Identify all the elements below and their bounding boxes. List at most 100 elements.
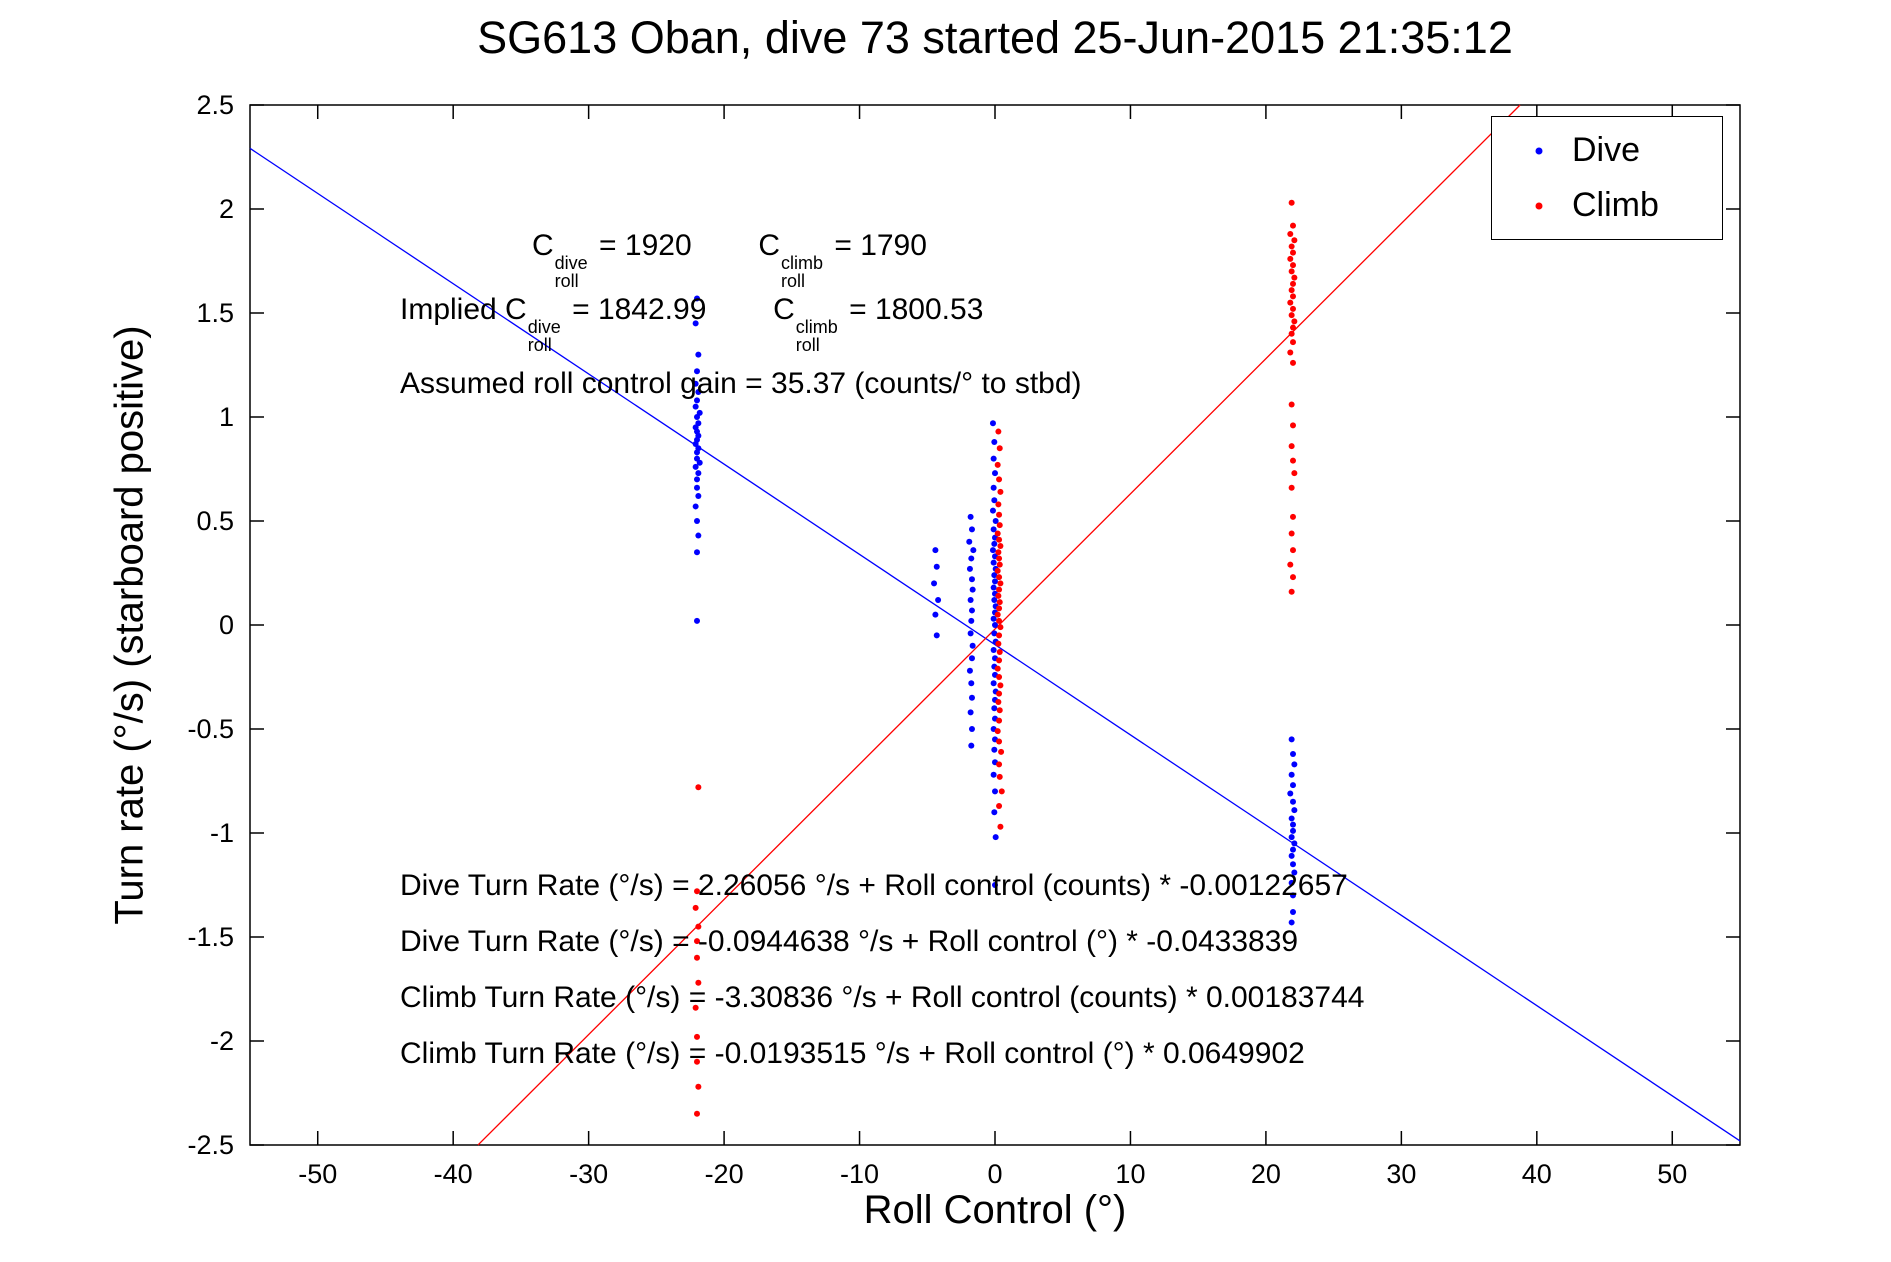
data-point-climb (694, 1110, 700, 1117)
annotation-text: = 1800.53 (840, 293, 984, 326)
data-point-climb (997, 542, 1004, 549)
annotation-text: Assumed roll control gain = 35.37 (count… (400, 367, 1082, 400)
data-point-climb (1288, 243, 1295, 250)
data-point-dive (695, 532, 702, 539)
data-point-climb (995, 501, 1002, 508)
data-point-dive (991, 705, 998, 712)
data-point-dive (968, 742, 975, 749)
sub-sup-stack: climb roll (780, 253, 823, 292)
data-point-climb (997, 682, 1004, 689)
data-point-climb (1290, 513, 1296, 520)
data-point-dive (1290, 827, 1296, 834)
data-point-dive (989, 547, 996, 554)
data-point-dive (968, 655, 975, 662)
data-point-climb (692, 904, 699, 911)
x-tick-label: 20 (1251, 1159, 1281, 1189)
data-point-dive (968, 617, 975, 624)
annotation-text: = 1790 (826, 229, 927, 262)
legend-entry-dive: Dive (1492, 131, 1722, 170)
y-tick-label: -1 (210, 818, 234, 848)
data-point-dive (1291, 869, 1298, 876)
y-tick-label: -1.5 (187, 922, 234, 952)
data-point-climb (996, 574, 1003, 581)
data-point-climb (997, 624, 1004, 631)
data-point-climb (1288, 330, 1295, 337)
x-axis-label: Roll Control (°) (863, 1188, 1127, 1232)
sub-sup-stack: climb roll (795, 317, 838, 356)
dive-fit-line (249, 147, 1741, 1142)
data-point-dive (1288, 815, 1295, 822)
data-point-climb (1287, 255, 1294, 262)
y-tick-label: 0.5 (196, 506, 234, 536)
data-point-climb (996, 738, 1003, 745)
data-point-climb (695, 784, 702, 791)
data-point-dive (968, 694, 975, 701)
data-point-dive (692, 320, 699, 327)
data-point-dive (992, 788, 998, 795)
data-point-climb (996, 690, 1003, 697)
y-tick-label: 1.5 (196, 298, 234, 328)
data-point-dive (990, 771, 997, 778)
data-point-climb (692, 1004, 699, 1011)
data-point-climb (1288, 199, 1295, 206)
data-point-climb (1288, 484, 1295, 491)
data-point-climb (694, 1033, 700, 1040)
data-point-climb (996, 555, 1003, 562)
annotation-text: Dive Turn Rate (°/s) = 2.26056 °/s + Rol… (400, 869, 1348, 902)
data-point-climb (996, 536, 1003, 543)
data-point-dive (968, 555, 975, 562)
data-point-dive (991, 630, 998, 637)
data-point-dive (992, 518, 999, 524)
y-tick-label: -0.5 (187, 714, 234, 744)
data-point-climb (996, 599, 1003, 606)
data-point-dive (990, 646, 997, 653)
data-point-dive (692, 503, 699, 510)
data-point-climb (1290, 422, 1296, 429)
data-point-climb (1287, 561, 1294, 568)
data-point-climb (995, 592, 1002, 599)
data-point-dive (1288, 834, 1295, 841)
data-point-dive (694, 368, 700, 375)
data-point-dive (990, 615, 997, 622)
annotation-text: Climb Turn Rate (°/s) = -3.30836 °/s + R… (400, 981, 1365, 1014)
legend: Dive Climb (1491, 116, 1723, 240)
data-point-climb (1288, 312, 1295, 319)
x-tick-label: -30 (569, 1159, 608, 1189)
data-point-climb (1288, 268, 1295, 275)
data-point-climb (994, 567, 1001, 574)
data-point-dive (694, 617, 700, 624)
data-point-dive (694, 414, 700, 420)
data-point-dive (990, 526, 997, 533)
data-point-climb (996, 802, 1003, 809)
data-point-dive (1290, 782, 1296, 789)
roll-gain-annotation: Assumed roll control gain = 35.37 (count… (400, 366, 1082, 402)
data-point-dive (1291, 761, 1298, 768)
data-point-climb (998, 788, 1005, 795)
data-point-climb (694, 938, 700, 945)
data-point-dive (990, 484, 997, 491)
data-point-dive (966, 667, 973, 674)
data-point-dive (991, 572, 998, 579)
data-point-climb (996, 773, 1003, 780)
data-point-climb (1290, 359, 1296, 366)
data-point-dive (695, 351, 702, 358)
data-point-dive (968, 680, 975, 687)
data-point-climb (1291, 237, 1298, 244)
data-point-dive (1290, 892, 1296, 899)
x-tick-label: -40 (434, 1159, 473, 1189)
data-point-climb (1291, 274, 1298, 281)
data-point-climb (996, 605, 1003, 612)
dive-turn-rate-degrees-equation: Dive Turn Rate (°/s) = -0.0944638 °/s + … (400, 924, 1298, 960)
data-point-dive (967, 513, 974, 520)
data-point-dive (991, 540, 998, 547)
data-point-dive (967, 709, 974, 716)
data-point-dive (991, 597, 998, 604)
data-point-dive (1288, 852, 1295, 859)
data-point-climb (694, 954, 700, 961)
data-point-climb (997, 488, 1004, 495)
data-point-dive (992, 882, 998, 888)
data-point-dive (1288, 736, 1295, 743)
climb-turn-rate-degrees-equation: Climb Turn Rate (°/s) = -0.0193515 °/s +… (400, 1036, 1305, 1072)
data-point-dive (692, 403, 699, 410)
